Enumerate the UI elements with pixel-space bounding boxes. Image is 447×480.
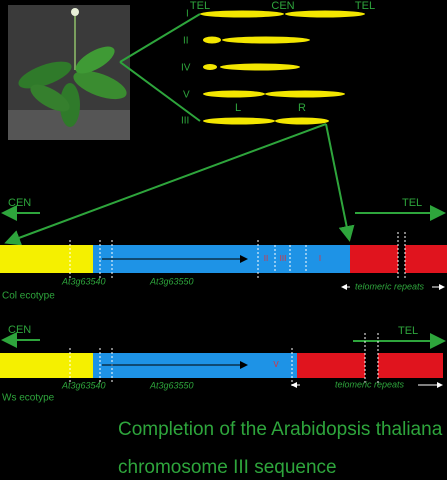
yellow-segment <box>0 353 93 378</box>
chromosome-label: III <box>181 116 189 127</box>
zoom-arrow <box>325 123 355 242</box>
gene-label: At3g63550 <box>149 380 194 390</box>
gene-label: At3g63550 <box>149 276 194 286</box>
chromosome-label: IV <box>181 63 191 74</box>
connector <box>119 13 201 63</box>
red-segment <box>350 245 398 273</box>
caption: Completion of the Arabidopsis thaliana <box>118 419 443 440</box>
chromosome-label: V <box>183 90 190 101</box>
arm-label: R <box>298 102 306 114</box>
cen-label: CEN <box>8 324 31 336</box>
ecotype-label: Ws ecotype <box>2 393 55 404</box>
red-segment <box>405 245 447 273</box>
red-segment <box>378 353 443 378</box>
yellow-segment <box>0 245 93 273</box>
plant-photo <box>8 5 130 140</box>
repeats-label: telomeric repeats <box>335 379 405 389</box>
ecotype-label: Col ecotype <box>2 291 55 302</box>
chromosome-label: II <box>183 36 189 47</box>
red-segment <box>297 353 365 378</box>
caption: chromosome III sequence <box>118 457 337 478</box>
connector <box>119 61 201 122</box>
tel-label: TEL <box>190 0 210 12</box>
tel-label: TEL <box>355 0 375 12</box>
segment-label: II <box>264 254 268 263</box>
chromosome-arms <box>200 10 365 125</box>
chromosome-label: I <box>186 9 189 20</box>
gene-label: At3g63540 <box>61 380 106 390</box>
tel-label: TEL <box>402 197 422 209</box>
gene-label: At3g63540 <box>61 276 106 286</box>
segment-label: I <box>319 254 321 263</box>
tel-label: TEL <box>398 325 418 337</box>
cen-label: CEN <box>8 197 31 209</box>
arm-label: L <box>235 102 241 114</box>
zoom-arrow <box>4 123 327 246</box>
segment-label: V <box>273 360 279 369</box>
cen-label: CEN <box>271 0 294 12</box>
boundaries <box>69 232 406 280</box>
segment-label: III <box>280 254 287 263</box>
boundaries <box>69 333 379 388</box>
repeats-label: telomeric repeats <box>355 281 425 291</box>
